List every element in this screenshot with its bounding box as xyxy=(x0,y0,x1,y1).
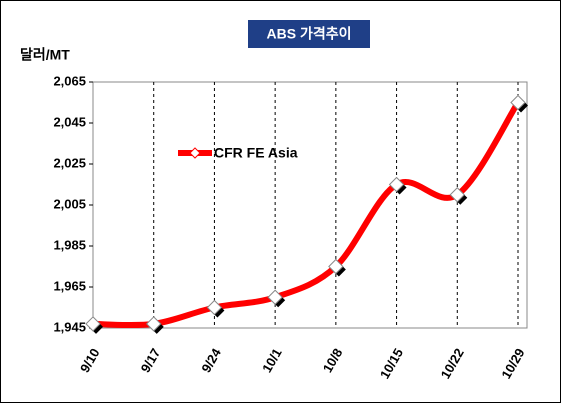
plot-area xyxy=(92,81,528,329)
y-tick-label: 2,065 xyxy=(53,73,86,88)
y-tick-label: 2,025 xyxy=(53,155,86,170)
marker xyxy=(146,316,162,332)
marker xyxy=(328,258,344,275)
y-tick-label: 1,945 xyxy=(53,319,86,334)
marker xyxy=(85,316,101,332)
y-axis-label: 달러/MT xyxy=(20,47,70,63)
title-box xyxy=(248,20,370,48)
legend-marker xyxy=(189,147,201,159)
y-tick-label: 1,965 xyxy=(53,278,86,293)
marker xyxy=(449,187,465,203)
chart-title: ABS 가격추이 xyxy=(267,26,352,42)
marker xyxy=(206,299,223,316)
marker xyxy=(388,176,405,193)
legend-label: CFR FE Asia xyxy=(214,145,298,161)
marker xyxy=(267,289,283,305)
y-tick-label: 2,045 xyxy=(53,114,86,129)
y-tick-label: 2,005 xyxy=(53,196,86,211)
marker xyxy=(510,94,526,111)
y-tick-label: 1,985 xyxy=(53,237,86,252)
